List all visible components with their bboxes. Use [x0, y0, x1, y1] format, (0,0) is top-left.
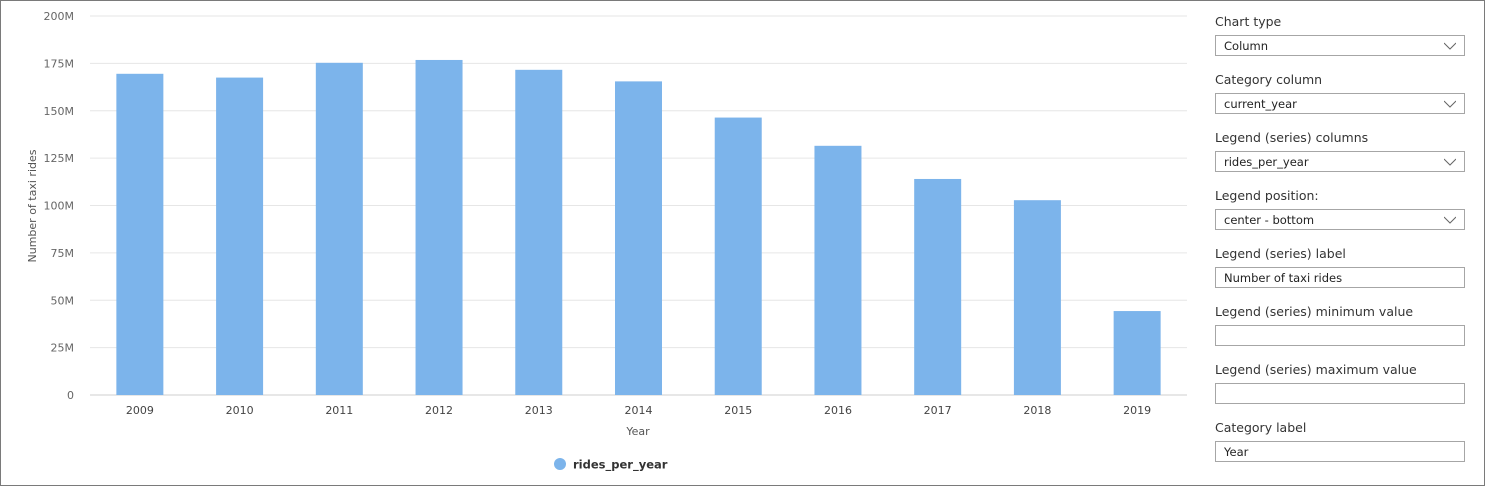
- bar-2011[interactable]: [315, 62, 363, 396]
- y-tick-label: 150M: [44, 105, 75, 118]
- bar-2018[interactable]: [1013, 200, 1061, 395]
- x-tick-label: 2016: [824, 404, 852, 417]
- x-tick-label: 2011: [325, 404, 353, 417]
- chart-type-select[interactable]: Column: [1215, 35, 1465, 56]
- legend-position-value: center - bottom: [1224, 213, 1315, 227]
- legend-marker: [554, 458, 566, 470]
- bar-2019[interactable]: [1113, 311, 1161, 395]
- legend-label-input[interactable]: Number of taxi rides: [1215, 267, 1465, 288]
- x-tick-label: 2017: [924, 404, 952, 417]
- legend-label[interactable]: rides_per_year: [573, 458, 668, 473]
- legend-position-select[interactable]: center - bottom: [1215, 209, 1465, 230]
- x-tick-label: 2010: [226, 404, 254, 417]
- y-tick-label: 50M: [51, 294, 75, 307]
- x-tick-label: 2009: [126, 404, 154, 417]
- x-tick-label: 2013: [525, 404, 553, 417]
- category-column-label: Category column: [1215, 72, 1323, 87]
- category-label-input[interactable]: Year: [1215, 441, 1465, 462]
- legend-min-label: Legend (series) minimum value: [1215, 304, 1414, 319]
- y-tick-label: 100M: [44, 200, 75, 213]
- legend-min-input[interactable]: [1215, 325, 1465, 346]
- x-tick-label: 2018: [1023, 404, 1051, 417]
- bar-2017[interactable]: [914, 178, 962, 395]
- category-label-label: Category label: [1215, 420, 1307, 435]
- category-column-value: current_year: [1224, 97, 1297, 111]
- column-chart: 0 25M 50M 75M 100M 125M 150M 175M 200M 2009 2010 2…: [26, 10, 1187, 473]
- y-tick-label: 0: [67, 389, 74, 402]
- y-tick-label: 175M: [44, 57, 75, 70]
- legend-label-label: Legend (series) label: [1215, 246, 1346, 261]
- x-tick-label: 2014: [625, 404, 653, 417]
- bar-2015[interactable]: [714, 117, 762, 396]
- bar-2016[interactable]: [814, 145, 862, 395]
- y-axis-title: Number of taxi rides: [26, 149, 39, 262]
- legend-position-label: Legend position:: [1215, 188, 1319, 203]
- x-axis-title: Year: [625, 425, 650, 438]
- x-tick-label: 2019: [1123, 404, 1151, 417]
- x-tick-label: 2012: [425, 404, 453, 417]
- legend-max-label: Legend (series) maximum value: [1215, 362, 1417, 377]
- chevron-down-icon: [1444, 42, 1456, 50]
- legend-columns-select[interactable]: rides_per_year: [1215, 151, 1465, 172]
- category-column-select[interactable]: current_year: [1215, 93, 1465, 114]
- legend-columns-label: Legend (series) columns: [1215, 130, 1369, 145]
- chevron-down-icon: [1444, 158, 1456, 166]
- chevron-down-icon: [1444, 100, 1456, 108]
- chart-type-value: Column: [1224, 39, 1269, 53]
- bar-2012[interactable]: [415, 59, 463, 396]
- chart-type-label: Chart type: [1215, 14, 1282, 29]
- bar-2009[interactable]: [116, 73, 164, 396]
- y-tick-label: 200M: [44, 10, 75, 23]
- y-tick-label: 125M: [44, 152, 75, 165]
- bar-2010[interactable]: [216, 77, 264, 396]
- y-tick-label: 25M: [51, 342, 75, 355]
- y-tick-label: 75M: [51, 247, 75, 260]
- legend-max-input[interactable]: [1215, 383, 1465, 404]
- chevron-down-icon: [1444, 216, 1456, 224]
- legend-columns-value: rides_per_year: [1224, 155, 1309, 169]
- x-tick-label: 2015: [724, 404, 752, 417]
- bar-2013[interactable]: [515, 69, 563, 396]
- bar-2014[interactable]: [615, 81, 662, 395]
